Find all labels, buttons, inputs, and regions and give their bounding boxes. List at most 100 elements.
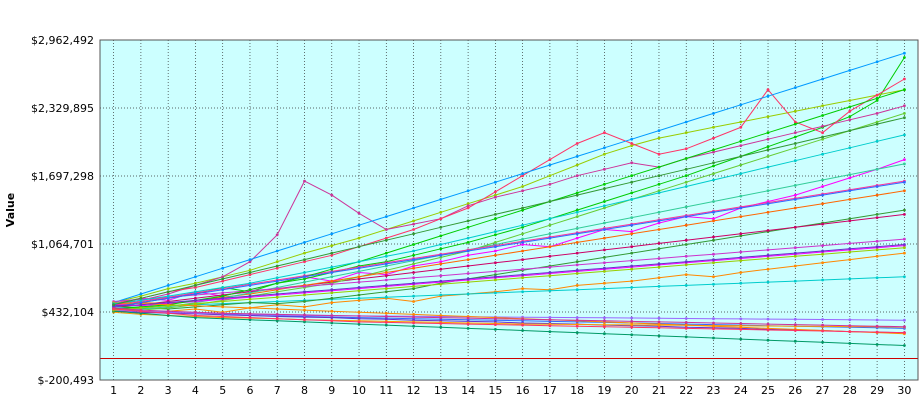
data-point [494, 230, 497, 234]
data-point [684, 273, 688, 276]
data-point [848, 324, 852, 328]
data-point [821, 323, 824, 327]
data-point [657, 322, 661, 326]
series-25 [112, 246, 906, 312]
data-point [766, 88, 770, 92]
data-point [330, 288, 334, 292]
data-point [166, 294, 170, 298]
data-point [766, 253, 770, 257]
data-point [903, 51, 906, 55]
data-point [330, 321, 334, 325]
data-point [303, 293, 306, 297]
data-point [903, 325, 906, 329]
data-point [548, 330, 552, 333]
data-point [384, 251, 388, 255]
data-point [303, 179, 306, 183]
data-point [548, 200, 552, 203]
data-point [466, 322, 470, 326]
x-tick-label: 13 [434, 384, 448, 397]
data-point [766, 155, 770, 158]
data-point [712, 136, 715, 140]
data-point [166, 309, 170, 313]
data-point [139, 294, 143, 298]
data-point [684, 323, 688, 327]
data-point [875, 112, 879, 115]
series-line [113, 163, 905, 310]
data-point [248, 273, 252, 276]
data-point [139, 309, 143, 313]
data-point [657, 152, 661, 156]
data-point [466, 202, 470, 206]
data-point [521, 287, 524, 290]
data-point [848, 109, 852, 113]
x-tick-label: 8 [301, 384, 308, 397]
data-point [494, 190, 497, 194]
data-point [630, 174, 634, 178]
data-point [494, 241, 497, 244]
data-point [384, 238, 388, 242]
data-point [548, 223, 552, 227]
data-point [221, 305, 225, 309]
data-point [603, 266, 606, 270]
data-point [657, 221, 661, 225]
data-point [875, 139, 879, 143]
data-point [194, 316, 197, 319]
data-point [275, 233, 279, 237]
data-point [766, 131, 770, 135]
data-point [330, 291, 334, 295]
data-point [412, 253, 415, 257]
data-point [221, 315, 225, 318]
data-point [875, 96, 879, 100]
data-point [793, 206, 797, 210]
data-point [330, 279, 334, 283]
data-point [548, 217, 552, 221]
data-point [303, 258, 306, 261]
data-point [657, 191, 661, 195]
data-point [166, 301, 170, 304]
data-point [739, 281, 743, 285]
data-point [766, 229, 770, 232]
x-tick-label: 12 [407, 384, 421, 397]
x-tick-label: 18 [570, 384, 584, 397]
data-point [575, 208, 579, 212]
data-point [248, 294, 252, 298]
data-point [439, 210, 443, 214]
data-point [357, 275, 361, 279]
data-point [848, 342, 852, 345]
data-point [221, 275, 225, 279]
data-point [357, 296, 361, 300]
data-point [875, 318, 879, 322]
data-point [221, 311, 225, 315]
data-point [848, 258, 852, 261]
series-line [113, 209, 905, 310]
data-point [684, 180, 688, 184]
data-point [739, 337, 743, 341]
data-point [248, 284, 252, 287]
data-point [221, 303, 225, 307]
data-point [684, 120, 688, 124]
data-point [221, 266, 225, 270]
data-point [221, 296, 225, 300]
data-point [303, 251, 306, 255]
data-point [575, 191, 579, 195]
data-point [739, 250, 743, 254]
data-point [466, 258, 470, 261]
data-point [875, 213, 879, 216]
data-point [657, 129, 661, 133]
data-point [793, 339, 797, 343]
data-point [412, 294, 415, 298]
x-tick-label: 7 [274, 384, 281, 397]
data-point [766, 148, 770, 152]
data-point [712, 282, 715, 286]
data-point [603, 332, 606, 336]
data-point [439, 274, 443, 278]
data-point [194, 292, 197, 296]
data-point [275, 313, 279, 316]
series-line [113, 247, 905, 311]
series-30 [112, 116, 906, 307]
data-point [384, 254, 388, 258]
data-point [603, 167, 606, 171]
data-point [712, 336, 715, 340]
data-point [684, 205, 688, 209]
data-point [875, 99, 879, 102]
